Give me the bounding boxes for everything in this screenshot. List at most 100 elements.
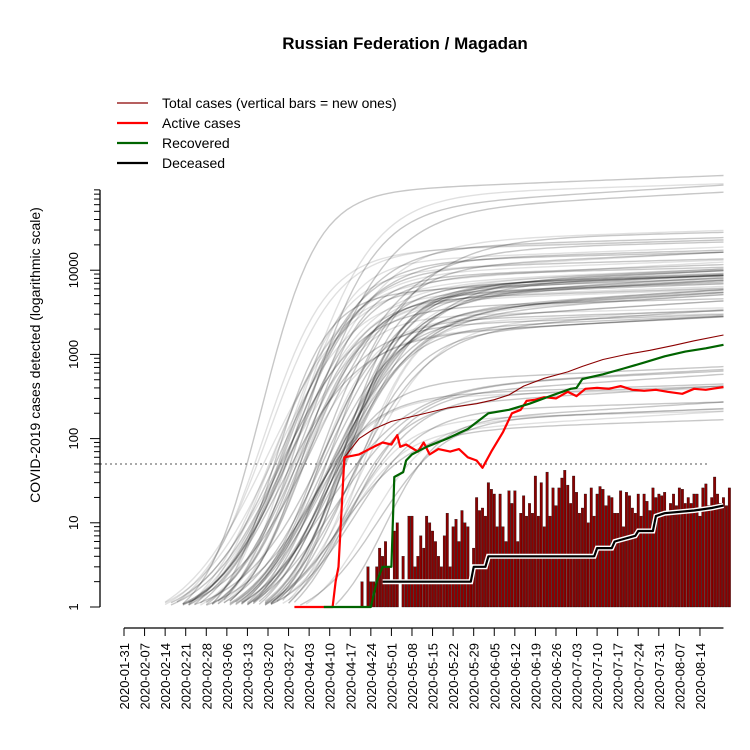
new-cases-bar — [428, 522, 432, 608]
new-cases-bar — [722, 497, 725, 608]
background-line — [246, 289, 724, 605]
background-line — [211, 274, 724, 605]
new-cases-bar — [463, 522, 467, 608]
background-line — [164, 282, 724, 604]
x-tick-label: 2020-06-12 — [508, 643, 523, 710]
background-line — [299, 408, 724, 606]
new-cases-bar — [489, 489, 493, 608]
y-axis-label: COVID-2019 cases detected (logarithmic s… — [27, 207, 43, 503]
new-cases-bar — [513, 490, 517, 608]
new-cases-bar — [586, 522, 590, 608]
background-line — [182, 241, 724, 606]
background-line — [194, 231, 724, 606]
x-tick-label: 2020-06-26 — [549, 643, 564, 710]
new-cases-bar — [628, 495, 631, 608]
x-tick-label: 2020-02-14 — [158, 643, 173, 710]
new-cases-bar — [716, 493, 719, 608]
new-cases-bar — [439, 566, 443, 608]
new-cases-bar — [410, 515, 414, 608]
new-cases-bar — [642, 493, 646, 608]
new-cases-bar — [633, 513, 637, 608]
background-line — [182, 251, 724, 606]
background-line — [276, 315, 724, 602]
background-line — [246, 288, 724, 604]
background-line — [217, 316, 724, 605]
new-cases-bar — [413, 566, 417, 608]
new-cases-bar — [360, 581, 364, 608]
background-line — [170, 249, 724, 604]
x-tick-label: 2020-05-01 — [384, 643, 399, 710]
x-tick-label: 2020-01-31 — [117, 643, 132, 710]
background-line — [252, 365, 724, 605]
background-line — [293, 373, 724, 603]
background-line — [264, 273, 724, 604]
background-line — [247, 272, 724, 605]
new-cases-bar — [516, 541, 520, 608]
new-cases-bar — [384, 541, 387, 608]
new-cases-bar — [492, 493, 496, 608]
new-cases-bar — [680, 489, 684, 608]
background-line — [270, 283, 724, 604]
background-line — [246, 251, 724, 606]
x-tick-label: 2020-08-07 — [672, 643, 687, 710]
new-cases-bar — [536, 515, 540, 608]
background-line — [188, 258, 724, 606]
new-cases-bar — [431, 530, 434, 608]
legend-label-recovered: Recovered — [162, 135, 230, 151]
legend-label-total: Total cases (vertical bars = new ones) — [162, 95, 397, 111]
new-cases-bar — [713, 476, 717, 608]
background-line — [217, 307, 724, 605]
series-lines — [294, 334, 724, 609]
background-line — [206, 274, 724, 606]
new-cases-bar — [672, 493, 675, 608]
background-line — [229, 383, 724, 604]
series-line-recovered — [323, 343, 724, 609]
new-cases-bar — [548, 515, 552, 608]
new-cases-bar — [645, 501, 649, 608]
background-line — [211, 287, 724, 605]
background-line — [270, 277, 724, 605]
background-line — [188, 275, 724, 605]
new-cases-bar — [407, 515, 411, 608]
background-line — [182, 229, 724, 605]
new-cases-bar — [425, 515, 429, 608]
background-line — [270, 410, 724, 606]
background-line — [188, 183, 724, 604]
background-line — [235, 275, 724, 603]
y-tick-label: 100 — [66, 428, 81, 450]
y-axis: 1 10 100 1000 10000 — [66, 189, 101, 611]
new-cases-bar — [395, 522, 399, 608]
new-cases-bar — [392, 530, 396, 608]
new-cases-bar — [557, 487, 561, 608]
background-line — [235, 277, 724, 606]
new-cases-bar — [454, 519, 458, 608]
background-line — [288, 293, 724, 601]
new-cases-bar — [478, 510, 481, 608]
background-line — [217, 281, 724, 602]
new-cases-bar — [442, 535, 446, 608]
new-cases-bar — [630, 507, 634, 608]
new-cases-bar — [636, 493, 640, 608]
x-tick-label: 2020-02-28 — [199, 643, 214, 710]
y-tick-label: 1000 — [66, 340, 81, 369]
background-line — [241, 368, 724, 605]
background-line — [211, 251, 724, 605]
new-cases-bar — [583, 493, 587, 608]
background-line — [241, 300, 724, 605]
new-cases-bar — [504, 541, 508, 608]
new-cases-bar — [651, 487, 655, 608]
new-cases-bar — [495, 526, 499, 608]
new-cases-bar — [469, 581, 473, 608]
chart-title: Russian Federation / Magadan — [282, 34, 528, 53]
background-line — [229, 279, 724, 602]
new-cases-bar — [434, 541, 437, 608]
background-line — [199, 316, 724, 604]
x-tick-label: 2020-08-14 — [693, 643, 708, 710]
new-cases-bar — [533, 475, 537, 608]
new-cases-bar — [387, 566, 390, 608]
background-line — [270, 308, 724, 605]
new-cases-bar — [475, 497, 479, 608]
x-tick-label: 2020-05-22 — [446, 643, 461, 710]
new-cases-bar — [719, 503, 722, 608]
